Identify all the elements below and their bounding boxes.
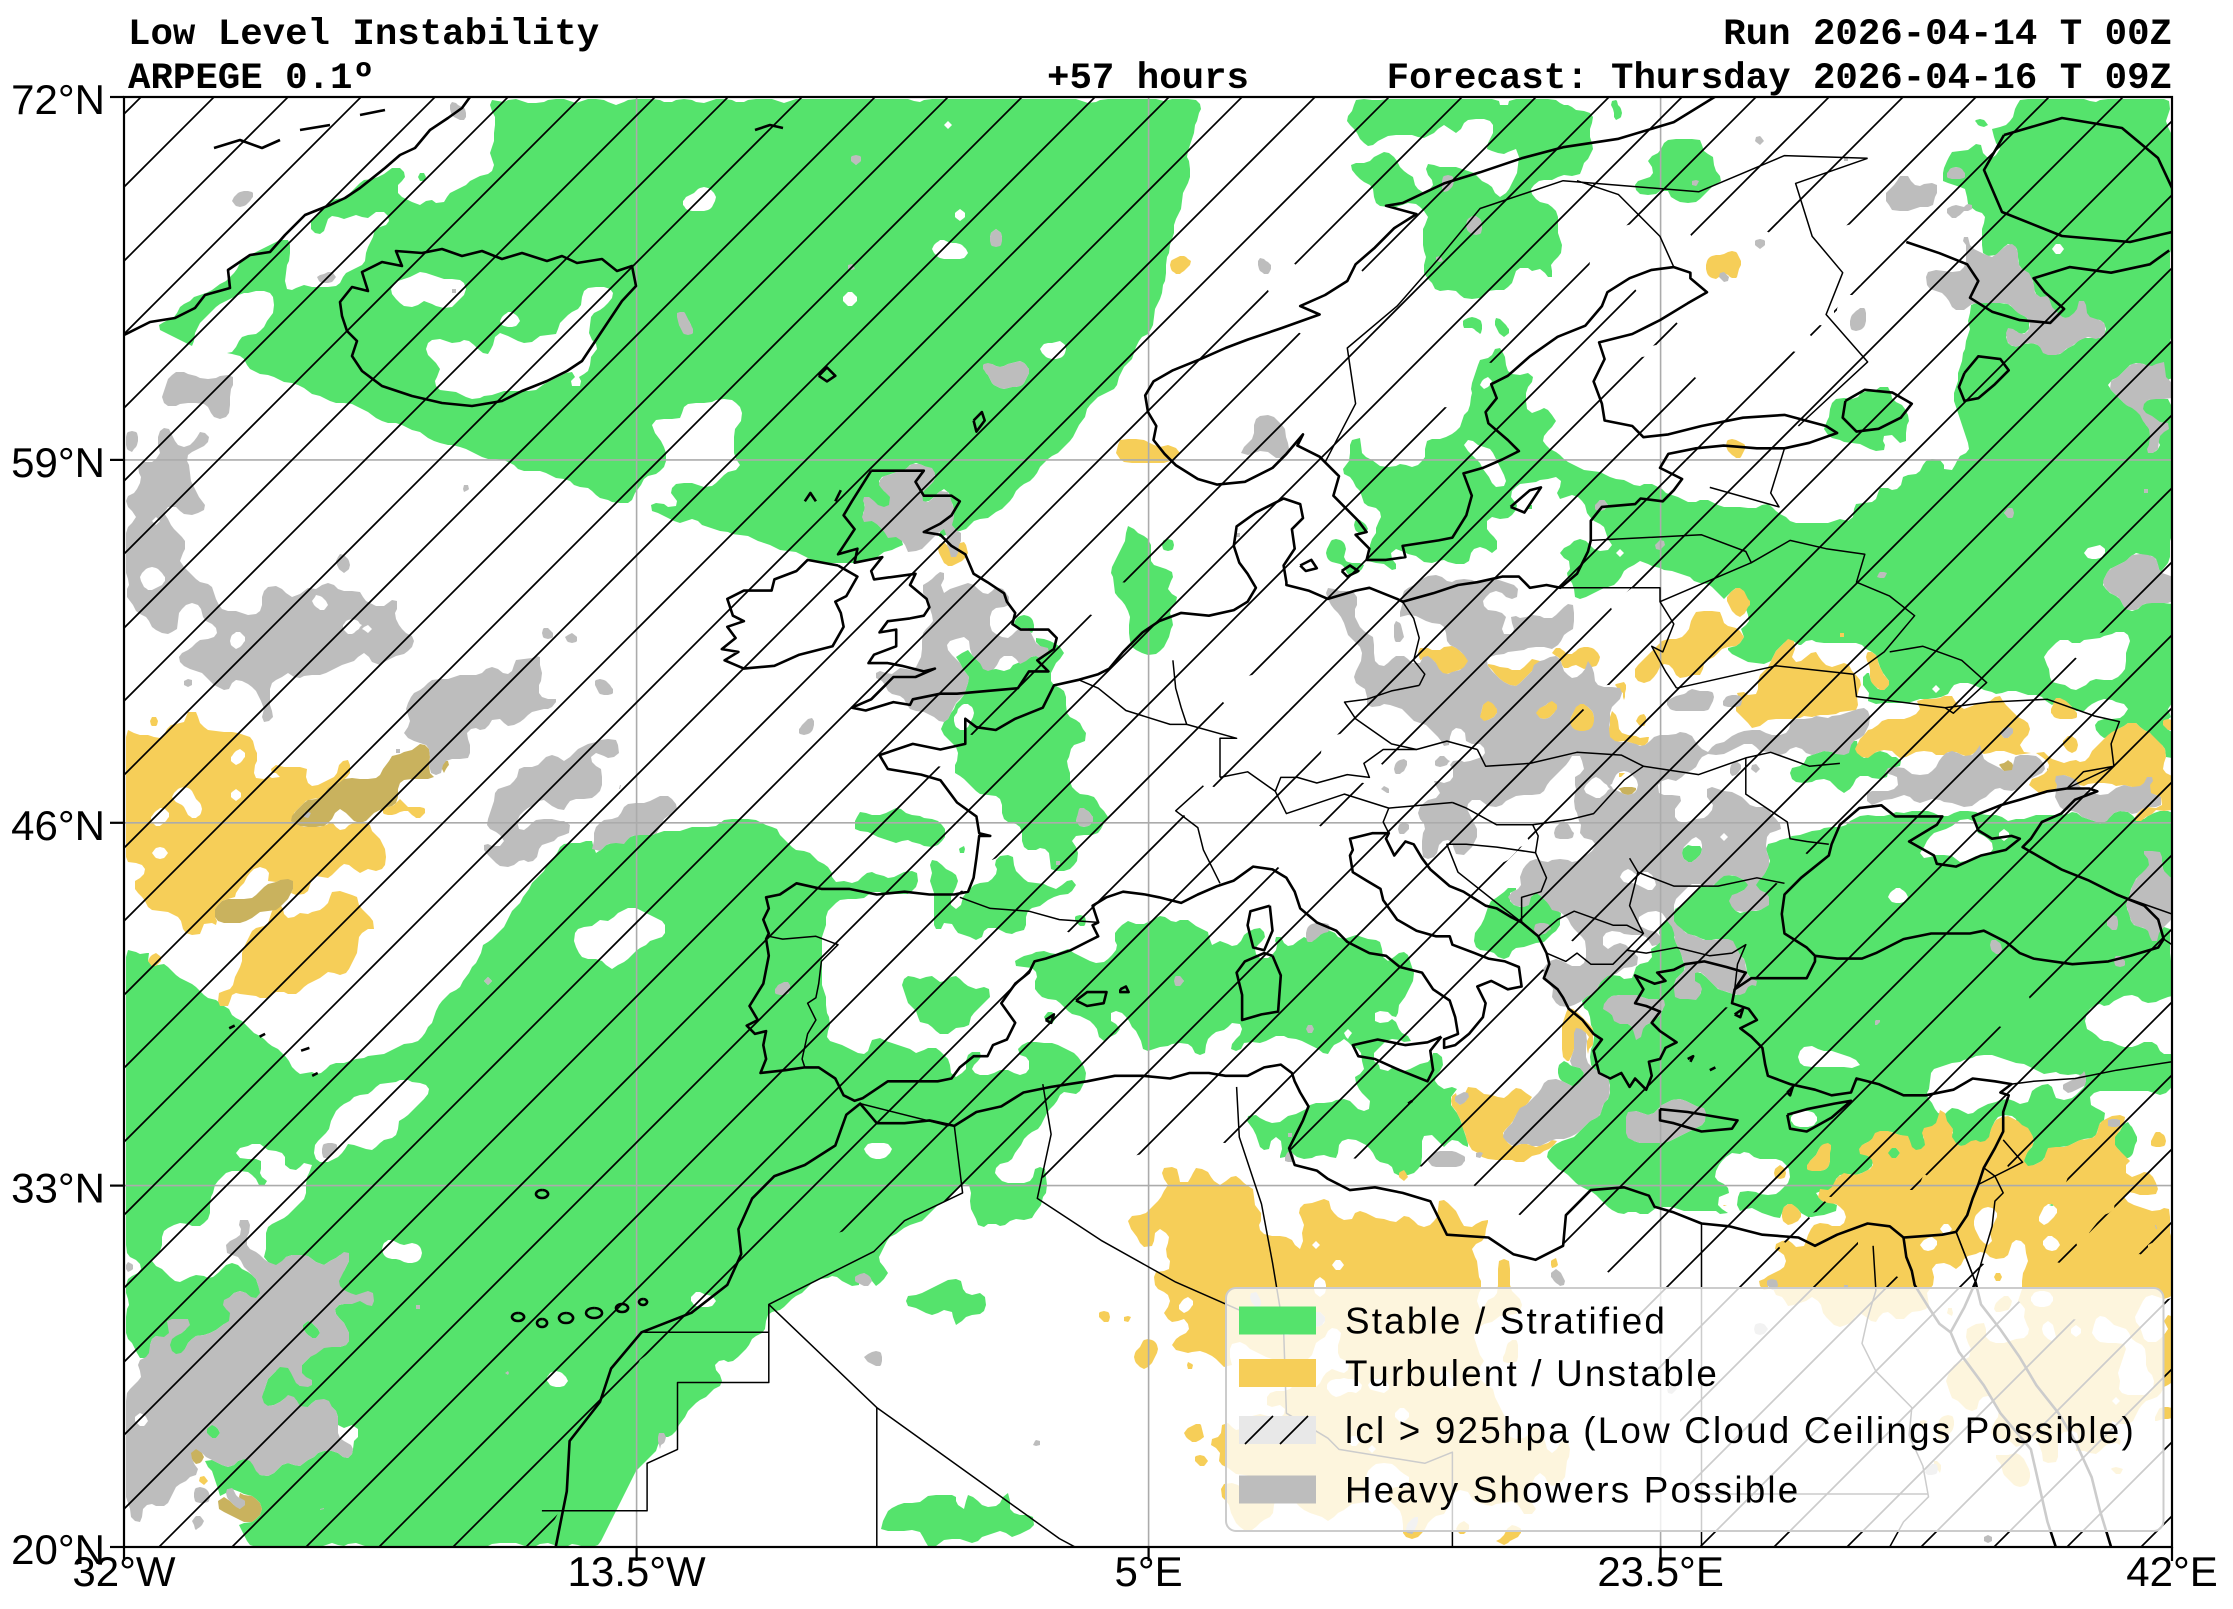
- svg-text:+57 hours: +57 hours: [1047, 58, 1249, 100]
- svg-text:59°N: 59°N: [11, 439, 105, 486]
- svg-text:72°N: 72°N: [11, 76, 105, 123]
- svg-text:Turbulent / Unstable: Turbulent / Unstable: [1345, 1353, 1719, 1394]
- svg-text:13.5°W: 13.5°W: [568, 1548, 707, 1595]
- svg-text:ARPEGE 0.1º: ARPEGE 0.1º: [128, 58, 375, 100]
- svg-text:5°E: 5°E: [1115, 1548, 1183, 1595]
- svg-text:33°N: 33°N: [11, 1165, 105, 1212]
- svg-text:Stable / Stratified: Stable / Stratified: [1345, 1301, 1667, 1342]
- svg-text:23.5°E: 23.5°E: [1597, 1548, 1724, 1595]
- svg-text:lcl > 925hpa (Low Cloud Ceilin: lcl > 925hpa (Low Cloud Ceilings Possibl…: [1345, 1410, 2136, 1451]
- svg-text:20°N: 20°N: [11, 1526, 105, 1573]
- svg-text:Run 2026-04-14 T 00Z: Run 2026-04-14 T 00Z: [1723, 14, 2172, 56]
- svg-text:32°W: 32°W: [72, 1548, 176, 1595]
- svg-text:Low Level Instability: Low Level Instability: [128, 14, 599, 56]
- svg-text:Heavy Showers Possible: Heavy Showers Possible: [1345, 1470, 1800, 1511]
- svg-text:Forecast: Thursday 2026-04-16: Forecast: Thursday 2026-04-16 T 09Z: [1387, 58, 2172, 100]
- svg-text:46°N: 46°N: [11, 802, 105, 849]
- svg-text:42°E: 42°E: [2126, 1548, 2218, 1595]
